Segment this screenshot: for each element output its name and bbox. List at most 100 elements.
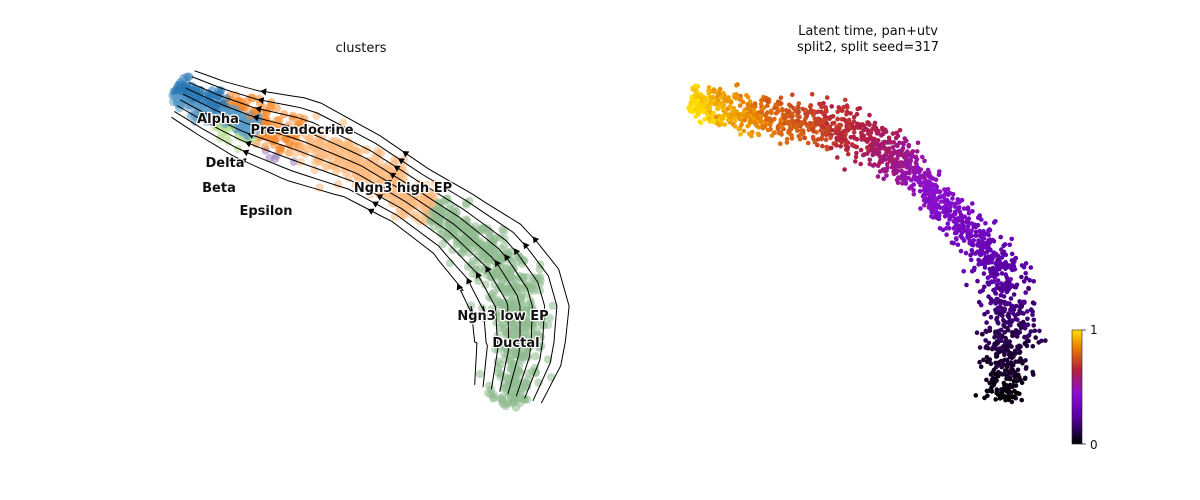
latent-time-point	[706, 91, 712, 96]
latent-time-point	[986, 388, 992, 394]
latent-time-point	[878, 146, 883, 151]
latent-time-point	[1003, 370, 1008, 375]
latent-time-point	[984, 377, 989, 383]
cluster-point	[501, 383, 510, 392]
latent-time-point	[736, 127, 742, 132]
streamline-arrow	[367, 208, 375, 215]
latent-time-point	[815, 137, 821, 142]
latent-time-point	[768, 108, 774, 114]
latent-time-point	[1010, 330, 1016, 335]
latent-time-point	[992, 371, 998, 377]
latent-time-point	[843, 97, 848, 103]
latent-time-point	[957, 223, 962, 228]
latent-time-point	[721, 90, 726, 96]
latent-time-point	[999, 271, 1005, 276]
latent-time-point	[887, 146, 892, 151]
latent-time-point	[1004, 376, 1009, 382]
latent-time-point	[882, 146, 888, 152]
latent-time-point	[908, 157, 913, 162]
latent-time-point	[930, 187, 935, 192]
latent-time-point	[726, 95, 731, 100]
clusters-title: clusters	[336, 41, 387, 56]
latent-time-point	[1030, 344, 1036, 349]
latent-time-point	[1017, 308, 1022, 313]
latent-time-point	[751, 119, 757, 125]
latent-time-point	[993, 397, 998, 402]
latent-time-point	[984, 320, 989, 325]
latent-time-point	[1001, 294, 1007, 299]
colorbar: 1 0	[1071, 323, 1098, 452]
latent-time-point	[893, 135, 899, 141]
cluster-point	[509, 381, 519, 390]
latent-time-point	[796, 101, 802, 106]
latent-time-point	[778, 95, 784, 100]
latent-time-point	[845, 151, 851, 157]
latent-time-point	[918, 206, 923, 211]
cluster-point	[331, 167, 340, 176]
cluster-point	[301, 131, 311, 140]
cluster-point	[434, 198, 443, 207]
latent-time-point	[824, 146, 830, 152]
latent-time-point	[1004, 275, 1010, 280]
latent-time-point	[768, 122, 773, 128]
latent-time-point	[877, 169, 883, 174]
latent-time-point	[994, 315, 1000, 321]
latent-time-point	[824, 121, 830, 126]
streamline-arrow	[247, 132, 255, 139]
latent-time-point	[997, 299, 1003, 305]
latent-time-point	[865, 145, 870, 150]
cluster-point	[363, 157, 373, 166]
latent-time-point	[933, 177, 939, 182]
latent-time-point	[922, 202, 927, 208]
latent-time-point	[957, 205, 962, 210]
streamline-arrow	[389, 172, 397, 179]
latent-time-point	[870, 126, 875, 132]
latent-time-point	[691, 98, 697, 104]
latent-time-point	[697, 101, 702, 107]
latent-time-point	[1010, 362, 1016, 368]
latent-time-point	[1007, 376, 1013, 382]
cluster-point	[481, 280, 490, 289]
latent-time-point	[1031, 279, 1036, 284]
latent-time-point	[984, 344, 989, 349]
cluster-point	[475, 369, 485, 379]
latent-time-point	[923, 199, 929, 204]
latent-time-point	[844, 120, 850, 125]
latent-time-point	[925, 167, 931, 173]
cluster-point	[321, 163, 330, 172]
cluster-point	[493, 331, 502, 340]
latent-time-point	[720, 113, 726, 119]
latent-time-point	[1007, 285, 1013, 291]
latent-time-point	[749, 133, 754, 139]
latent-time-point	[904, 138, 909, 144]
latent-time-point	[830, 121, 835, 126]
cluster-point	[493, 298, 502, 307]
latent-time-point	[851, 119, 857, 124]
latent-time-point	[989, 253, 994, 258]
latent-time-point	[965, 224, 971, 229]
cluster-point	[351, 180, 360, 190]
velocity-streamlines	[171, 70, 570, 404]
latent-time-point	[1023, 366, 1029, 371]
latent-time-point	[945, 221, 951, 226]
latent-time-point	[937, 194, 942, 199]
latent-time-point	[1002, 307, 1008, 312]
latent-time-point	[965, 205, 971, 210]
cluster-point	[478, 225, 487, 234]
latent-time-point	[969, 269, 975, 274]
latent-time-point	[994, 267, 999, 273]
latent-time-point	[721, 102, 727, 108]
latent-time-point	[728, 100, 734, 105]
latent-time-point	[961, 269, 966, 274]
latent-time-point	[985, 393, 990, 399]
cluster-point	[414, 179, 424, 188]
latent-time-point	[699, 105, 704, 110]
cluster-point	[520, 316, 529, 326]
latent-time-point	[711, 119, 717, 125]
clusters-panel: clusters Alpha Pre-endocrine Delta Beta …	[168, 41, 570, 412]
cluster-point	[500, 349, 509, 358]
latent-time-point	[691, 101, 697, 107]
cluster-point	[436, 205, 446, 214]
latent-time-point	[715, 98, 721, 103]
latent-time-point	[836, 105, 842, 110]
